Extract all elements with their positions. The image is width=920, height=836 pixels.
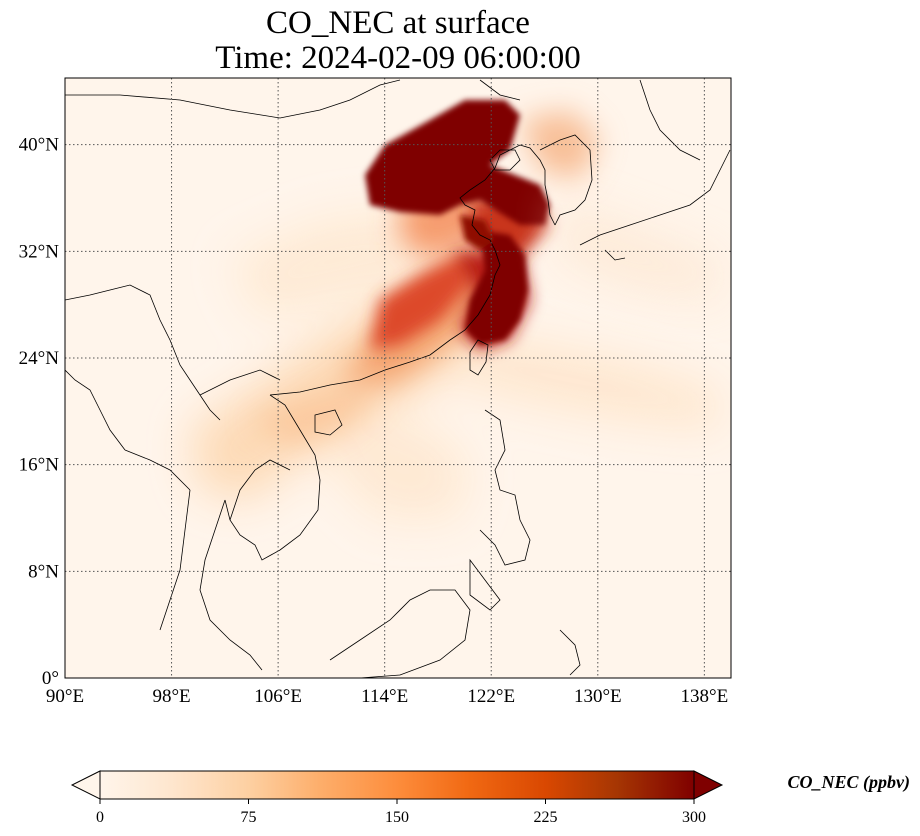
lon-tick-label: 90°E xyxy=(46,686,84,707)
gridlines xyxy=(65,78,731,678)
colorbar-tick-label: 75 xyxy=(241,809,257,826)
colorbar-max-arrow xyxy=(693,770,724,800)
colorbar-tick-label: 150 xyxy=(385,809,409,826)
map-subtitle-time: Time: 2024-02-09 06:00:00 xyxy=(215,40,581,76)
lat-tick-label: 0° xyxy=(42,668,59,689)
colorbar-gradient xyxy=(100,771,694,799)
coastlines xyxy=(65,79,731,678)
colorbar-ticks: 0 75 150 225 300 xyxy=(96,799,706,826)
lon-tick-label: 138°E xyxy=(681,686,729,707)
map-title: CO_NEC at surface xyxy=(266,5,530,41)
lon-tick-label: 106°E xyxy=(254,686,302,707)
colorbar: 0 75 150 225 300 CO_NEC (ppbv) xyxy=(70,770,911,826)
colorbar-tick-label: 0 xyxy=(96,809,104,826)
lat-tick-label: 8°N xyxy=(28,561,59,582)
colorbar-min-arrow xyxy=(70,770,101,800)
lon-tick-label: 130°E xyxy=(574,686,622,707)
concentration-field xyxy=(65,78,731,678)
lon-tick-label: 98°E xyxy=(152,686,190,707)
lat-tick-label: 40°N xyxy=(19,135,60,156)
latitude-labels: 0° 8°N 16°N 24°N 32°N 40°N xyxy=(19,135,60,689)
lat-tick-label: 32°N xyxy=(19,241,60,262)
longitude-labels: 90°E 98°E 106°E 114°E 122°E 130°E 138°E xyxy=(46,686,728,707)
lon-tick-label: 122°E xyxy=(467,686,515,707)
lat-tick-label: 24°N xyxy=(19,348,60,369)
colorbar-label: CO_NEC (ppbv) xyxy=(788,772,911,793)
colorbar-tick-label: 300 xyxy=(682,809,706,826)
colorbar-tick-label: 225 xyxy=(534,809,558,826)
lat-tick-label: 16°N xyxy=(19,455,60,476)
map-frame xyxy=(64,77,732,679)
lon-tick-label: 114°E xyxy=(361,686,408,707)
